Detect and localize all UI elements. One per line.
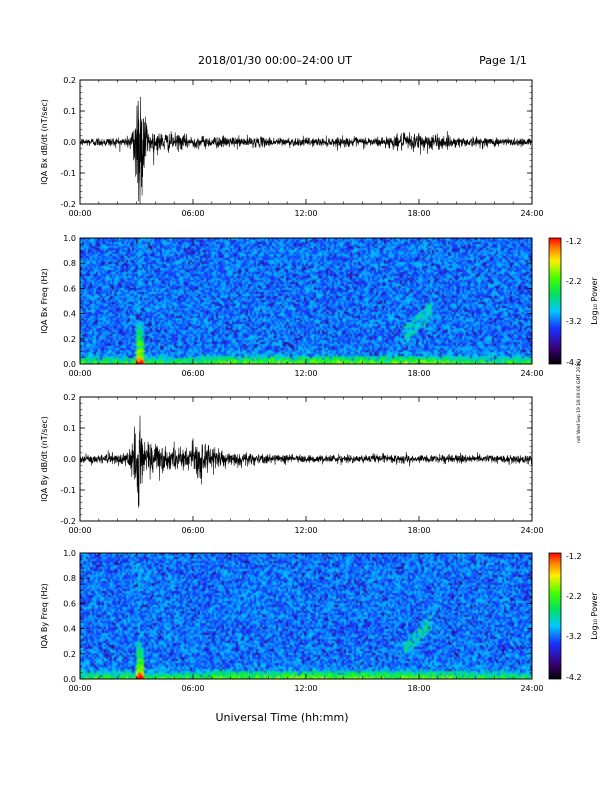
y-tick-label: 1.0 [63,549,76,558]
by-colorbar-tick: -4.2 [566,673,582,682]
bx-spectrogram-image [80,238,532,364]
x-tick-label: 00:00 [68,209,91,218]
by-spectrogram-panel: 00:00 06:00 12:00 18:00 24:00 1.0 0.8 0.6 0.4 0.2… [40,549,599,693]
y-tick-label: 0.0 [63,138,76,147]
bx-colorbar-label: Log₁₀ Power [590,277,599,325]
y-tick-label: 0.0 [63,675,76,684]
x-tick-label: 00:00 [68,526,91,535]
by-dbdt-trace [79,415,533,508]
y-tick-label: 0.4 [63,625,76,634]
x-tick-label: 18:00 [407,209,430,218]
bx-colorbar [548,237,562,365]
y-tick-label: 1.0 [63,234,76,243]
bx-dbdt-axes: 00:00 06:00 12:00 18:00 24:00 0.2 0.1 0.0 -0.1 -0… [60,76,543,218]
page-title: 2018/01/30 00:00–24:00 UT [198,54,352,67]
x-tick-label: 06:00 [181,369,204,378]
dbdt-series-line [79,96,533,205]
x-tick-label: 12:00 [294,369,317,378]
x-tick-label: 12:00 [294,209,317,218]
by-dbdt-axes: 00:00 06:00 12:00 18:00 24:00 0.2 0.1 0.0 -0.1 -0… [60,393,543,535]
x-tick-label: 12:00 [294,684,317,693]
x-axis-label: Universal Time (hh:mm) [216,711,349,724]
by-spectrogram-axes: 00:00 06:00 12:00 18:00 24:00 1.0 0.8 0.6 0.4 0.2… [63,549,543,693]
bx-colorbar-tick: -3.2 [566,317,582,326]
by-colorbar-tick: -2.2 [566,592,582,601]
y-tick-label: -0.1 [60,486,76,495]
bx-colorbar-tick: -2.2 [566,277,582,286]
x-tick-label: 00:00 [68,369,91,378]
x-tick-label: 12:00 [294,526,317,535]
bx-colorbar-tick: -1.2 [566,237,582,246]
x-tick-label: 24:00 [520,369,543,378]
by-spectrogram-image [80,553,532,679]
by-colorbar-tick: -1.2 [566,552,582,561]
y-tick-label: -0.2 [60,200,76,209]
by-spectrogram-ylabel: IQA By Freq (Hz) [40,583,49,649]
by-colorbar-tick: -3.2 [566,632,582,641]
x-tick-label: 06:00 [181,526,204,535]
x-tick-label: 24:00 [520,526,543,535]
y-tick-label: 0.1 [63,107,76,116]
by-colorbar-label: Log₁₀ Power [590,592,599,640]
y-tick-label: -0.2 [60,517,76,526]
by-colorbar-ticks: -1.2 -2.2 -3.2 -4.2 [566,552,582,682]
by-dbdt-panel: 00:00 06:00 12:00 18:00 24:00 0.2 0.1 0.0 -0.1 -0… [40,393,544,535]
x-tick-label: 00:00 [68,684,91,693]
y-tick-label: -0.1 [60,169,76,178]
bx-dbdt-ylabel: IQA Bx dB/dt (nT/sec) [40,99,49,185]
by-dbdt-ylabel: IQA By dB/dt (nT/sec) [40,416,49,502]
bx-spectrogram-ylabel: IQA Bx Freq (Hz) [40,268,49,334]
y-tick-label: 0.1 [63,424,76,433]
y-tick-label: 0.4 [63,310,76,319]
x-tick-label: 24:00 [520,209,543,218]
y-tick-label: 0.0 [63,455,76,464]
bx-dbdt-trace [79,96,533,205]
y-tick-label: 0.8 [63,259,76,268]
y-tick-label: 0.0 [63,360,76,369]
by-colorbar [548,552,562,680]
bx-colorbar-tick: -4.2 [566,358,582,367]
x-tick-label: 18:00 [407,526,430,535]
y-tick-label: 0.2 [63,335,76,344]
side-stamp: ndr Wed Sep 19 18:09:06 GMT 2018 [576,361,582,443]
dbdt-series-line [79,415,533,508]
page-number: Page 1/1 [479,54,527,67]
bx-spectrogram-axes: 00:00 06:00 12:00 18:00 24:00 1.0 0.8 0.6 0.4 0.2… [63,234,543,378]
y-tick-label: 0.2 [63,393,76,402]
bx-spectrogram-panel: 00:00 06:00 12:00 18:00 24:00 1.0 0.8 0.6 0.4 0.2… [40,234,599,378]
bx-colorbar-ticks: -1.2 -2.2 -3.2 -4.2 [566,237,582,367]
x-tick-label: 06:00 [181,209,204,218]
y-tick-label: 0.2 [63,76,76,85]
x-tick-label: 18:00 [407,369,430,378]
y-tick-label: 0.6 [63,284,76,293]
y-tick-label: 0.2 [63,650,76,659]
x-tick-label: 24:00 [520,684,543,693]
bx-dbdt-panel: 00:00 06:00 12:00 18:00 24:00 0.2 0.1 0.0 -0.1 -0… [40,76,544,218]
y-tick-label: 0.6 [63,599,76,608]
x-tick-label: 18:00 [407,684,430,693]
y-tick-label: 0.8 [63,574,76,583]
x-tick-label: 06:00 [181,684,204,693]
